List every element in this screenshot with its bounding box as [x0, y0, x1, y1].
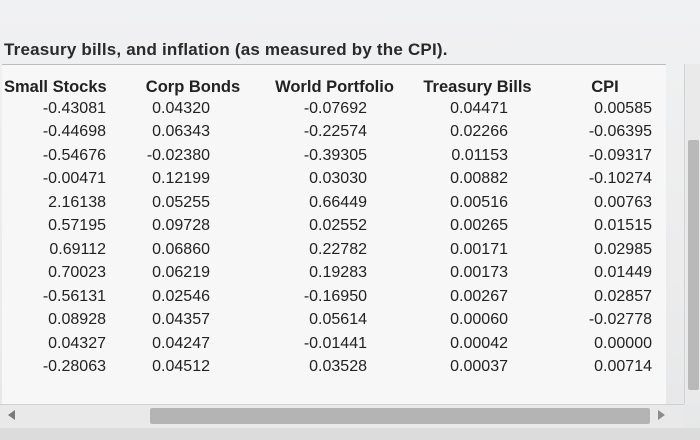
cell-treasury-bills: 0.00265: [450, 217, 508, 235]
cell-small-stocks: -0.28063: [42, 358, 106, 376]
table-row: -0.28063 0.04512 0.03528 0.00037 0.00714: [2, 356, 662, 380]
cell-treasury-bills: 0.00042: [450, 334, 508, 352]
cell-corp-bonds: 0.04512: [152, 358, 210, 376]
cell-cpi: 0.00585: [594, 99, 652, 117]
cell-small-stocks: 0.69112: [49, 240, 106, 258]
cell-cpi: 0.02985: [594, 240, 652, 258]
cell-world-portfolio: -0.01441: [303, 334, 367, 352]
cell-small-stocks: -0.00471: [42, 170, 106, 188]
cell-treasury-bills: 0.00171: [450, 240, 508, 258]
cell-treasury-bills: 0.00267: [450, 287, 508, 305]
cell-small-stocks: 0.57195: [48, 217, 106, 235]
cell-treasury-bills: 0.00882: [450, 170, 508, 188]
column-header-world-portfolio: World Portfolio: [275, 78, 394, 96]
returns-table-container: Small Stocks Corp Bonds World Portfolio …: [2, 64, 666, 405]
cell-corp-bonds: 0.06343: [152, 123, 210, 141]
table-row: 0.04327 0.04247 -0.01441 0.00042 0.00000: [2, 332, 662, 356]
cell-corp-bonds: 0.09728: [152, 217, 210, 235]
horizontal-scrollbar-thumb[interactable]: [150, 408, 650, 424]
cell-small-stocks: -0.54676: [42, 146, 106, 164]
table-row: 2.16138 0.05255 0.66449 0.00516 0.00763: [2, 191, 662, 215]
table-row: -0.00471 0.12199 0.03030 0.00882 -0.10274: [2, 168, 662, 192]
cell-corp-bonds: 0.04357: [152, 311, 210, 329]
table-row: 0.69112 0.06860 0.22782 0.00171 0.02985: [2, 238, 662, 262]
cell-treasury-bills: 0.01153: [451, 146, 508, 164]
table-row: 0.57195 0.09728 0.02552 0.00265 0.01515: [2, 215, 662, 239]
cell-world-portfolio: -0.07692: [303, 99, 367, 117]
cell-treasury-bills: 0.00037: [450, 358, 508, 376]
cell-small-stocks: -0.43081: [42, 99, 106, 117]
cell-corp-bonds: 0.04320: [152, 99, 210, 117]
cell-cpi: 0.00763: [594, 193, 652, 211]
cell-world-portfolio: 0.66449: [309, 193, 367, 211]
cell-treasury-bills: 0.02266: [450, 123, 508, 141]
cell-small-stocks: -0.44698: [42, 123, 106, 141]
cell-small-stocks: -0.56131: [42, 287, 106, 305]
table-row: 0.70023 0.06219 0.19283 0.00173 0.01449: [2, 262, 662, 286]
cell-corp-bonds: 0.06860: [152, 240, 210, 258]
column-header-small-stocks: Small Stocks: [4, 78, 107, 96]
cell-small-stocks: 0.70023: [48, 264, 106, 282]
cell-cpi: 0.01515: [594, 217, 652, 235]
cell-cpi: 0.02857: [594, 287, 652, 305]
cell-small-stocks: 2.16138: [48, 193, 106, 211]
cell-world-portfolio: -0.22574: [303, 123, 367, 141]
table-header-row: Small Stocks Corp Bonds World Portfolio …: [2, 65, 662, 97]
cell-world-portfolio: 0.03528: [309, 358, 367, 376]
cell-cpi: 0.00000: [594, 334, 652, 352]
scroll-right-icon[interactable]: [658, 410, 665, 420]
cell-treasury-bills: 0.00173: [450, 264, 508, 282]
cell-cpi: -0.09317: [588, 146, 652, 164]
cell-treasury-bills: 0.04471: [450, 99, 508, 117]
vertical-scrollbar-thumb[interactable]: [688, 140, 699, 390]
cell-cpi: 0.01449: [594, 264, 652, 282]
column-header-corp-bonds: Corp Bonds: [145, 78, 241, 96]
scroll-left-icon[interactable]: [8, 410, 15, 420]
cell-cpi: -0.02778: [588, 311, 652, 329]
cell-corp-bonds: 0.06219: [152, 264, 210, 282]
cell-cpi: 0.00714: [594, 358, 652, 376]
cell-corp-bonds: 0.04247: [152, 334, 210, 352]
cell-cpi: -0.06395: [588, 123, 652, 141]
cell-world-portfolio: 0.19283: [309, 264, 367, 282]
cell-small-stocks: 0.04327: [48, 334, 106, 352]
cell-small-stocks: 0.08928: [48, 311, 106, 329]
bottom-edge: [0, 428, 700, 440]
cell-world-portfolio: -0.16950: [303, 287, 367, 305]
table-caption: Treasury bills, and inflation (as measur…: [4, 40, 448, 59]
cell-treasury-bills: 0.00060: [450, 311, 508, 329]
column-header-treasury-bills: Treasury Bills: [423, 78, 532, 96]
cell-treasury-bills: 0.00516: [450, 193, 508, 211]
cell-world-portfolio: 0.02552: [309, 217, 367, 235]
cell-corp-bonds: 0.12199: [152, 170, 210, 188]
cell-corp-bonds: -0.02380: [146, 146, 210, 164]
cell-corp-bonds: 0.05255: [152, 193, 210, 211]
table-row: -0.56131 0.02546 -0.16950 0.00267 0.02857: [2, 285, 662, 309]
table-row: -0.43081 0.04320 -0.07692 0.04471 0.00585: [2, 97, 662, 121]
cell-corp-bonds: 0.02546: [152, 287, 210, 305]
table-row: 0.08928 0.04357 0.05614 0.00060 -0.02778: [2, 309, 662, 333]
cell-world-portfolio: 0.03030: [309, 170, 367, 188]
returns-table: Small Stocks Corp Bonds World Portfolio …: [2, 65, 662, 379]
cell-world-portfolio: -0.39305: [303, 146, 367, 164]
table-row: -0.54676 -0.02380 -0.39305 0.01153 -0.09317: [2, 144, 662, 168]
cell-cpi: -0.10274: [588, 170, 652, 188]
column-header-cpi: CPI: [591, 78, 619, 96]
table-row: -0.44698 0.06343 -0.22574 0.02266 -0.06395: [2, 121, 662, 145]
cell-world-portfolio: 0.05614: [309, 311, 367, 329]
cell-world-portfolio: 0.22782: [309, 240, 367, 258]
